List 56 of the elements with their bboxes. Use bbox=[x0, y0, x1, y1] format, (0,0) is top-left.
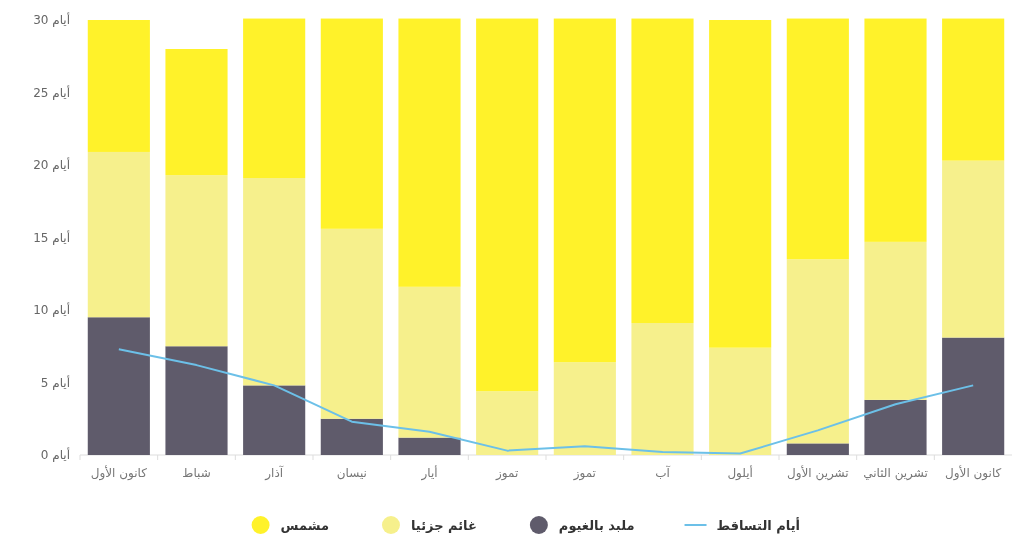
bar bbox=[87, 151, 150, 318]
bar bbox=[786, 443, 849, 455]
bar bbox=[864, 18, 927, 242]
bar bbox=[864, 399, 927, 455]
line-series bbox=[117, 348, 975, 455]
bar bbox=[553, 18, 616, 363]
bar bbox=[320, 418, 383, 455]
legend-label: أيام التساقط bbox=[716, 517, 800, 534]
y-tick-label: 20 أيام bbox=[33, 157, 70, 172]
bar bbox=[631, 323, 694, 455]
legend-label: مشمس bbox=[280, 518, 329, 533]
bar bbox=[786, 259, 849, 444]
bar bbox=[165, 346, 228, 455]
x-tick-label: نيسان bbox=[336, 466, 367, 480]
x-tick-label: كانون الأول bbox=[945, 465, 1002, 481]
bar bbox=[87, 317, 150, 455]
bar bbox=[398, 286, 461, 438]
bar bbox=[243, 18, 306, 179]
x-tick-label: تشرين الثاني bbox=[863, 466, 928, 481]
bar bbox=[864, 241, 927, 400]
y-tick-label: 15 أيام bbox=[33, 229, 70, 245]
bar bbox=[320, 18, 383, 229]
legend-label: ملبد بالغيوم bbox=[558, 518, 635, 534]
x-tick-label: شباط bbox=[182, 466, 211, 480]
x-tick-label: أيلول bbox=[727, 465, 753, 481]
bar bbox=[942, 337, 1005, 455]
bar bbox=[165, 175, 228, 347]
x-tick-label: تشرين الأول bbox=[787, 465, 849, 481]
legend-label: غائم جزئيا bbox=[410, 518, 477, 533]
bar bbox=[243, 385, 306, 455]
bar bbox=[553, 362, 616, 455]
bar bbox=[398, 18, 461, 287]
bar bbox=[243, 178, 306, 386]
y-tick-label: 30 أيام bbox=[33, 12, 70, 27]
bar bbox=[320, 228, 383, 419]
bar bbox=[942, 160, 1005, 338]
bar bbox=[942, 18, 1005, 161]
x-tick-label: آذار bbox=[264, 465, 284, 481]
bar bbox=[87, 20, 150, 152]
bar bbox=[398, 437, 461, 455]
bar bbox=[476, 18, 539, 392]
y-tick-label: 0 أيام bbox=[40, 447, 70, 462]
x-tick-label: أيار bbox=[420, 465, 438, 481]
x-tick-label: كانون الأول bbox=[90, 465, 148, 481]
bar bbox=[476, 391, 539, 455]
y-tick-label: 25 أيام bbox=[33, 84, 70, 100]
bar bbox=[631, 18, 694, 324]
bar bbox=[709, 20, 772, 348]
y-tick-label: 5 أيام bbox=[40, 374, 70, 390]
x-tick-label: تموز bbox=[572, 466, 596, 481]
bar bbox=[786, 18, 849, 260]
x-tick-label: تموز bbox=[495, 466, 519, 481]
bar bbox=[165, 49, 228, 176]
bar bbox=[709, 347, 772, 455]
x-tick-label: آب bbox=[655, 465, 671, 480]
y-tick-label: 10 أيام bbox=[33, 302, 70, 317]
